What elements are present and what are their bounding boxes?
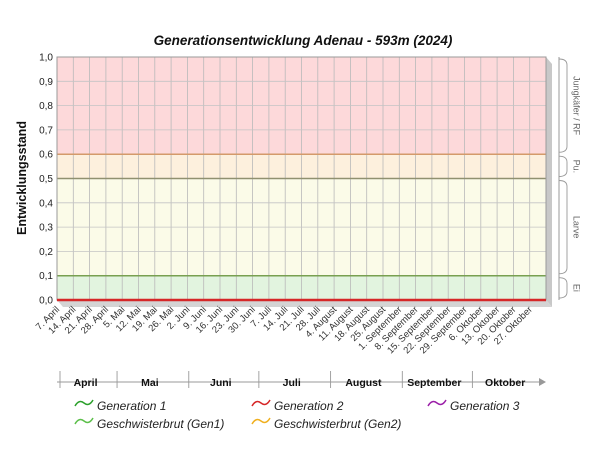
- legend-label: Geschwisterbrut (Gen2): [274, 417, 401, 431]
- y-tick-label: 0,5: [39, 174, 53, 185]
- legend-label: Generation 2: [274, 399, 344, 413]
- y-tick-label: 0,6: [39, 150, 53, 161]
- y-tick-label: 0,7: [39, 125, 53, 136]
- stage-label: Larve: [572, 216, 582, 239]
- y-axis-ticks: 0,0 0,1 0,2 0,3 0,4 0,5 0,6 0,7 0,8 0,9 1,0: [39, 53, 53, 307]
- month-axis: April Mai Juni Juli August September Oktober: [57, 371, 546, 389]
- y-axis-label: Entwicklungsstand: [15, 121, 29, 235]
- plot-depth-right: [546, 57, 552, 307]
- month-label: September: [407, 377, 461, 389]
- stage-bracket: [558, 58, 568, 153]
- stage-bracket: [558, 155, 568, 177]
- y-tick-label: 0,4: [39, 198, 53, 209]
- legend-swatch: [74, 417, 94, 425]
- legend-label: Generation 1: [97, 399, 166, 413]
- month-label: Mai: [141, 377, 159, 389]
- legend-swatch: [74, 399, 94, 407]
- legend: Generation 1 Generation 2 Generation 3 Gesc…: [74, 399, 520, 431]
- legend-label: Geschwisterbrut (Gen1): [97, 417, 224, 431]
- month-label: April: [74, 377, 98, 389]
- month-label: Juli: [283, 377, 301, 389]
- legend-swatch: [251, 399, 271, 407]
- stage-label: Ei: [572, 284, 582, 292]
- month-axis-arrow: [539, 378, 546, 386]
- month-label: Oktober: [485, 377, 525, 389]
- stage-bracket: [558, 180, 568, 275]
- stage-axis: Ei Larve Pu. Jungkäfer / RF: [558, 57, 582, 300]
- y-tick-label: 0,8: [39, 101, 53, 112]
- y-tick-label: 0,2: [39, 247, 53, 258]
- legend-swatch: [427, 399, 447, 407]
- month-label: August: [345, 377, 382, 389]
- plot-depth-bottom: [57, 300, 552, 307]
- stage-label: Pu.: [572, 160, 582, 174]
- plot-background: [57, 57, 552, 307]
- y-tick-label: 0,0: [39, 296, 53, 307]
- y-tick-label: 0,9: [39, 77, 53, 88]
- chart-title: Generationsentwicklung Adenau - 593m (20…: [154, 33, 453, 48]
- stage-label: Jungkäfer / RF: [572, 76, 582, 136]
- legend-label: Generation 3: [450, 399, 520, 413]
- month-label: Juni: [210, 377, 232, 389]
- y-tick-label: 0,3: [39, 223, 53, 234]
- y-tick-label: 1,0: [39, 53, 53, 64]
- legend-swatch: [251, 417, 271, 425]
- y-tick-label: 0,1: [39, 271, 53, 282]
- stage-bracket: [558, 277, 568, 299]
